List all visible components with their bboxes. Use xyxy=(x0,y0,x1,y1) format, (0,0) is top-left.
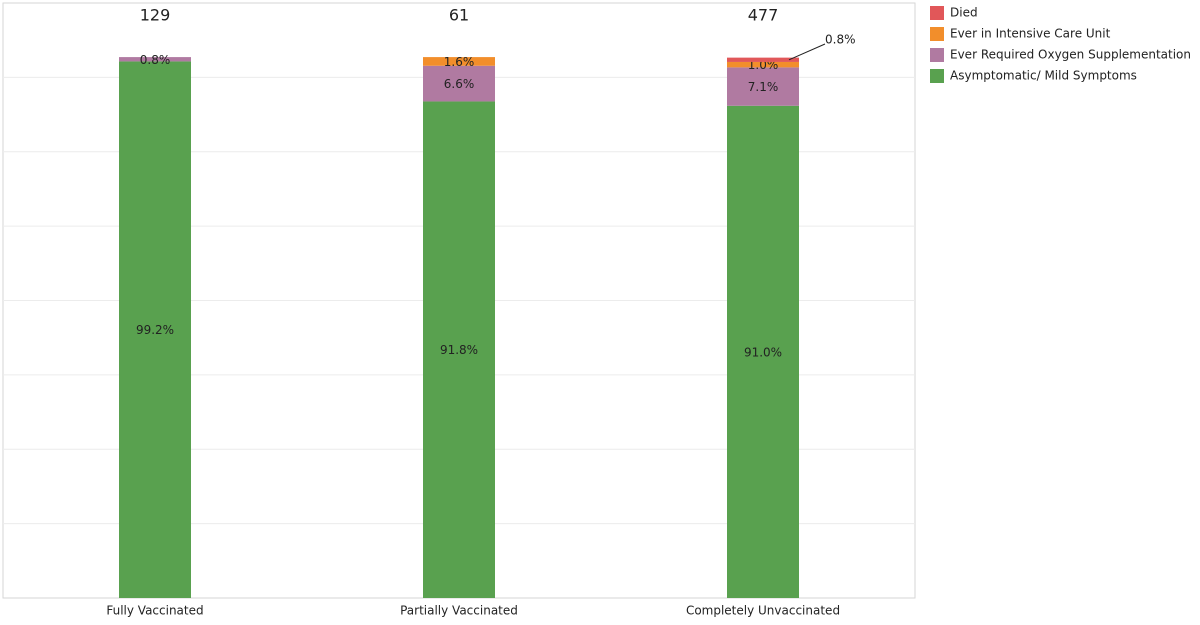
legend-label: Asymptomatic/ Mild Symptoms xyxy=(950,69,1137,83)
data-label: 0.8% xyxy=(140,53,171,67)
data-label: 91.0% xyxy=(744,345,782,359)
data-label: 99.2% xyxy=(136,323,174,337)
legend-swatch xyxy=(930,27,944,41)
legend-swatch xyxy=(930,6,944,20)
x-tick-label: Partially Vaccinated xyxy=(400,604,518,618)
bar-segment xyxy=(119,61,191,598)
total-label: 129 xyxy=(140,6,171,25)
data-label: 7.1% xyxy=(748,80,779,94)
bar-segment xyxy=(423,57,495,66)
data-label: 6.6% xyxy=(444,77,475,91)
bar-segment xyxy=(727,67,799,106)
legend-swatch xyxy=(930,48,944,62)
total-label: 477 xyxy=(748,6,779,25)
x-tick-label: Fully Vaccinated xyxy=(106,604,203,618)
legend-label: Died xyxy=(950,6,978,20)
data-label: 0.8% xyxy=(825,33,856,47)
x-tick-label: Completely Unvaccinated xyxy=(686,604,840,618)
total-label: 61 xyxy=(449,6,469,25)
legend-label: Ever Required Oxygen Supplementation xyxy=(950,48,1191,62)
data-label: 91.8% xyxy=(440,343,478,357)
legend-swatch xyxy=(930,69,944,83)
bar-segment xyxy=(727,61,799,68)
data-label: 1.6% xyxy=(444,55,475,69)
bar-segment xyxy=(423,65,495,102)
legend-label: Ever in Intensive Care Unit xyxy=(950,27,1111,41)
bar-segment xyxy=(727,57,799,62)
bar-segment xyxy=(727,105,799,598)
bar-segment xyxy=(119,57,191,62)
bar-segment xyxy=(423,101,495,598)
label-leader xyxy=(788,43,826,61)
